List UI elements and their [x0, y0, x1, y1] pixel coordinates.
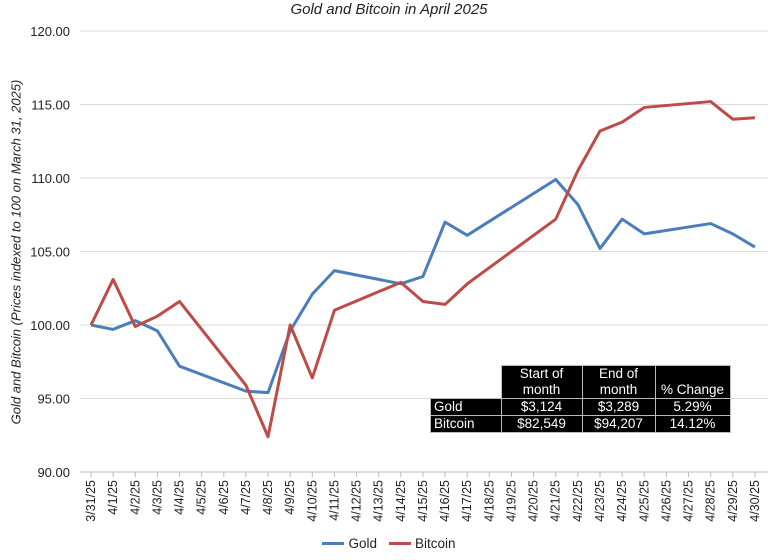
- x-tick-label: 4/16/25: [438, 480, 452, 522]
- x-tick-label: 4/20/25: [527, 480, 541, 522]
- x-tick-label: 4/14/25: [394, 480, 408, 522]
- row-label: Bitcoin: [430, 415, 502, 433]
- header-start: Start of month: [500, 365, 583, 399]
- x-tick-label: 4/24/25: [615, 480, 629, 522]
- x-tick-label: 4/6/25: [217, 480, 231, 515]
- legend-swatch: [389, 542, 411, 545]
- cell-start: $3,124: [500, 398, 583, 416]
- header-change: % Change: [654, 365, 731, 399]
- table-row: Gold $3,124 $3,289 5.29%: [430, 398, 731, 416]
- y-tick-label: 90.00: [37, 465, 70, 480]
- x-tick-label: 4/1/25: [106, 480, 120, 515]
- x-tick-label: 4/11/25: [327, 480, 341, 521]
- x-tick-label: 4/25/25: [637, 480, 651, 522]
- x-tick-label: 4/7/25: [239, 480, 253, 515]
- x-tick-label: 4/27/25: [682, 480, 696, 522]
- x-tick-label: 4/12/25: [350, 480, 364, 522]
- x-tick-label: 4/4/25: [173, 480, 187, 515]
- x-tick-label: 3/31/25: [84, 480, 98, 522]
- cell-end: $94,207: [581, 415, 656, 433]
- y-tick-label: 120.00: [30, 24, 70, 39]
- x-tick-label: 4/8/25: [261, 480, 275, 515]
- chart-title: Gold and Bitcoin in April 2025: [290, 1, 488, 18]
- x-tick-label: 4/13/25: [372, 480, 386, 522]
- legend-item-bitcoin: Bitcoin: [389, 536, 456, 551]
- table-header-row: Start of month End of month % Change: [431, 365, 731, 399]
- x-tick-label: 4/17/25: [460, 480, 474, 522]
- row-label: Gold: [430, 398, 502, 416]
- series-line-bitcoin: [89, 100, 755, 439]
- x-tick-label: 4/23/25: [593, 480, 607, 522]
- y-tick-label: 95.00: [37, 392, 70, 407]
- x-tick-label: 4/15/25: [416, 480, 430, 522]
- summary-table: Start of month End of month % Change Gol…: [430, 365, 731, 433]
- y-tick-label: 105.00: [30, 245, 70, 260]
- legend: Gold Bitcoin: [0, 536, 778, 551]
- x-tick-label: 4/10/25: [305, 480, 319, 522]
- legend-item-gold: Gold: [322, 536, 377, 551]
- x-tick-label: 4/26/25: [659, 480, 673, 522]
- y-tick-label: 110.00: [31, 171, 70, 186]
- x-tick-label: 4/21/25: [549, 480, 563, 522]
- cell-end: $3,289: [581, 398, 656, 416]
- x-tick-label: 4/30/25: [748, 480, 762, 522]
- x-tick-label: 4/9/25: [283, 480, 297, 515]
- x-tick-label: 4/29/25: [726, 480, 740, 522]
- legend-label: Bitcoin: [415, 536, 456, 551]
- cell-change: 14.12%: [654, 415, 731, 433]
- x-tick-label: 4/2/25: [128, 480, 142, 515]
- y-tick-label: 100.00: [30, 318, 70, 333]
- table-row: Bitcoin $82,549 $94,207 14.12%: [430, 415, 731, 433]
- cell-change: 5.29%: [654, 398, 731, 416]
- x-tick-label: 4/5/25: [195, 480, 209, 515]
- cell-start: $82,549: [500, 415, 583, 433]
- legend-label: Gold: [348, 536, 377, 551]
- y-tick-label: 115.00: [31, 98, 70, 113]
- series-line-gold: [90, 177, 756, 395]
- header-end: End of month: [581, 365, 656, 399]
- x-tick-label: 4/28/25: [704, 480, 718, 522]
- x-tick-label: 4/3/25: [150, 480, 164, 515]
- x-tick-label: 4/22/25: [571, 480, 585, 522]
- legend-swatch: [322, 542, 345, 545]
- x-tick-label: 4/19/25: [504, 480, 518, 522]
- x-tick-label: 4/18/25: [482, 480, 496, 522]
